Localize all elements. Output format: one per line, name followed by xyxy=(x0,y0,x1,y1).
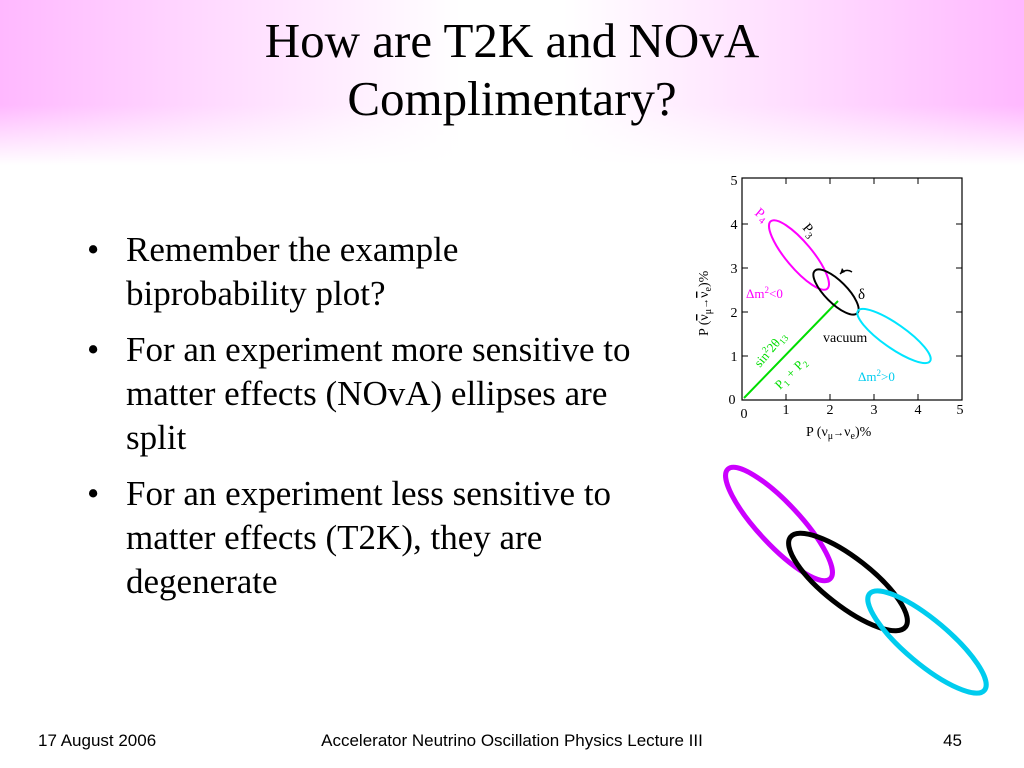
vacuum-line xyxy=(743,300,839,399)
x-tick-label: 1 xyxy=(783,403,790,418)
slide-title: How are T2K and NOvA Complimentary? xyxy=(0,12,1024,128)
bullet-text: For an experiment less sensitive to matt… xyxy=(126,474,612,601)
label-sin2theta: sin22θ13 xyxy=(750,328,791,372)
label-dm-positive: Δm2>0 xyxy=(858,368,895,384)
x-axis-label: P (νμ→νe)% xyxy=(806,425,872,442)
label-vacuum: vacuum xyxy=(823,331,867,346)
y-tick-label: 2 xyxy=(731,306,738,321)
bottom-ellipse xyxy=(865,588,989,696)
footer-date: 17 August 2006 xyxy=(38,731,157,750)
bullet-item: • For an experiment less sensitive to mat… xyxy=(82,472,642,604)
title-line-1: How are T2K and NOvA xyxy=(264,13,760,68)
y-tick-label: 4 xyxy=(731,218,738,233)
biprobability-plot: 0 1 2 3 4 5 0 1 2 3 4 5 P (νμ→νe)% P (νμ… xyxy=(697,174,964,442)
black-ellipse xyxy=(812,268,860,316)
label-dm-negative: Δm2<0 xyxy=(746,285,783,301)
y-tick-marks xyxy=(742,178,962,400)
bullet-text: For an experiment more sensitive to matt… xyxy=(126,330,631,457)
x-tick-label: 0 xyxy=(741,407,748,422)
title-line-2: Complimentary? xyxy=(347,71,677,126)
y-tick-label: 1 xyxy=(731,350,738,365)
label-delta: δ xyxy=(858,287,865,303)
magenta-ellipse xyxy=(768,219,830,291)
title-background xyxy=(0,0,1024,165)
bullet-text: Remember the example biprobability plot? xyxy=(126,230,459,313)
bullet-item: • Remember the example biprobability plot… xyxy=(82,228,642,316)
bullet-item: • For an experiment more sensitive to mat… xyxy=(82,328,642,460)
plot-frame xyxy=(741,177,963,401)
y-tick-label: 5 xyxy=(731,174,738,189)
middle-ellipse xyxy=(786,530,910,634)
y-tick-label: 3 xyxy=(731,262,738,277)
x-tick-label: 4 xyxy=(915,403,922,418)
x-tick-label: 5 xyxy=(957,403,964,418)
bullet-dot: • xyxy=(87,330,100,369)
x-tick-label: 3 xyxy=(871,403,878,418)
label-p4: P4 xyxy=(750,206,771,227)
label-p1-plus-p2: P1+P2 xyxy=(772,354,811,393)
cyan-ellipse xyxy=(856,307,932,365)
footer-page-number: 45 xyxy=(943,731,962,750)
top-ellipse xyxy=(723,464,835,584)
ellipses-figure xyxy=(723,464,989,696)
y-axis-label: P (νμ→νe)% xyxy=(697,270,714,336)
bullet-list: • Remember the example biprobability plot… xyxy=(82,228,642,616)
bullet-dot: • xyxy=(87,474,100,513)
footer-title: Accelerator Neutrino Oscillation Physics… xyxy=(321,731,703,750)
delta-arrowhead-icon xyxy=(840,268,845,274)
bullet-dot: • xyxy=(87,230,100,269)
y-tick-label: 0 xyxy=(729,393,736,408)
x-tick-label: 2 xyxy=(827,403,834,418)
